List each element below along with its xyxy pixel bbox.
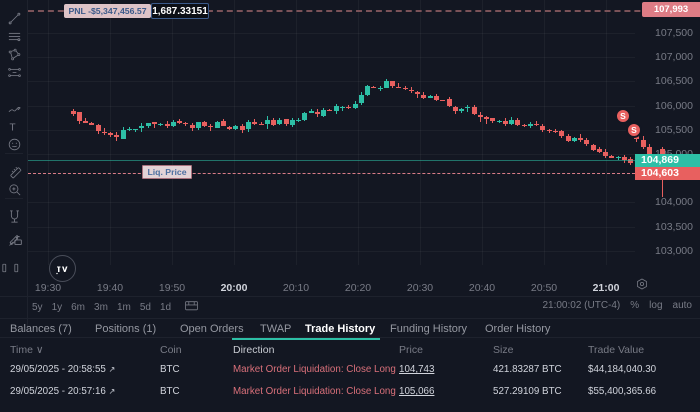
- svg-text:T: T: [9, 122, 15, 133]
